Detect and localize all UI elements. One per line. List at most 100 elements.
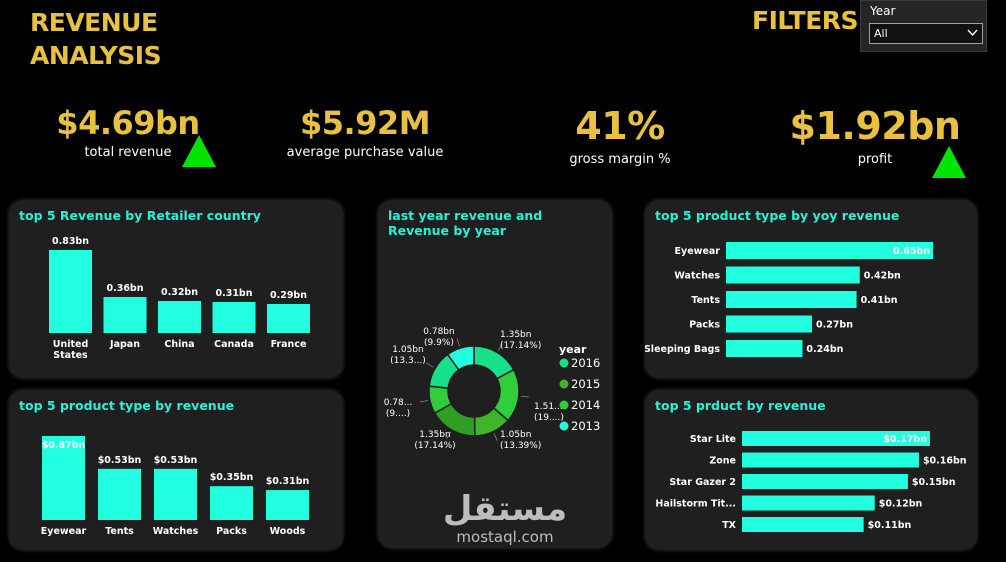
category-label: France — [271, 339, 307, 350]
leader-line — [446, 431, 452, 439]
chart-title: top 5 product type by yoy revenue — [655, 208, 900, 223]
kpi-avg-purchase-label: average purchase value — [286, 145, 444, 160]
category-label: Packs — [689, 320, 720, 331]
category-label: Japan — [109, 339, 140, 350]
card-revenue-by-year: last year revenue and Revenue by year 1.… — [378, 200, 612, 548]
bar — [726, 266, 860, 284]
watermark-arabic: مستقل — [442, 489, 568, 529]
leader-line — [456, 338, 460, 347]
year-select[interactable]: All — [869, 23, 983, 44]
slice-percent: (13.3...) — [390, 356, 426, 366]
slice-label: 1.05bn — [392, 345, 423, 355]
category-label: Watches — [153, 526, 199, 537]
category-label: Hailstorm Tit... — [655, 499, 736, 510]
bar — [212, 302, 256, 333]
legend-swatch — [559, 400, 569, 410]
bar — [210, 486, 253, 520]
slice-percent: (17.14%) — [500, 341, 541, 351]
legend-label: 2015 — [571, 377, 600, 391]
product-type-revenue-chart: $0.87bn Eyewear $0.53bn Tents $0.53bn Watches… — [41, 436, 310, 537]
bar — [158, 301, 201, 333]
slice-percent: (9.9%) — [424, 338, 454, 348]
data-label: 0.83bn — [52, 236, 89, 247]
bar — [103, 297, 147, 333]
page-title: REVENUE ANALYSIS — [30, 6, 162, 72]
category-label: Woods — [270, 526, 306, 537]
bar — [42, 436, 85, 520]
kpi-total-revenue-value: $4.69bn — [56, 104, 200, 142]
slice-label: 0.78bn — [423, 327, 454, 337]
data-label: $0.31bn — [266, 476, 310, 487]
data-label: $0.53bn — [98, 455, 142, 466]
product-revenue-chart: Star Lite $0.17bn Zone $0.16bn Star Gazer 2 $… — [655, 431, 967, 532]
page-title-line1: REVENUE — [30, 8, 158, 37]
category-label: Packs — [216, 526, 247, 537]
leader-line — [497, 343, 503, 351]
category-label: States — [53, 350, 88, 361]
legend-swatch — [559, 358, 569, 368]
chart-title: top 5 Revenue by Retailer country — [19, 208, 261, 223]
data-label: 0.36bn — [106, 283, 143, 294]
slice-label: 0.78... — [384, 398, 413, 408]
category-label: Star Lite — [690, 434, 736, 445]
kpi-total-revenue-label: total revenue — [84, 145, 172, 160]
legend-label: 2016 — [571, 356, 600, 370]
page-title-line2: ANALYSIS — [30, 41, 162, 70]
kpi-avg-purchase-value: $5.92M — [299, 104, 431, 142]
year-filter-label: Year — [870, 4, 896, 18]
bar — [742, 452, 919, 468]
category-label: Zone — [709, 456, 736, 467]
legend-label: 2014 — [571, 398, 600, 412]
kpi-gross-margin-label: gross margin % — [569, 152, 671, 167]
filters-title: FILTERS — [752, 6, 859, 35]
chevron-down-icon — [967, 29, 978, 37]
donut-slice — [446, 345, 475, 371]
category-label: Sleeping Bags — [645, 344, 720, 355]
revenue-by-year-donut: 1.35bn(17.14%)1.51...(19....)1.05bn(13.3… — [384, 327, 601, 451]
slice-percent: (9....) — [386, 409, 410, 419]
bar — [742, 495, 875, 511]
data-label: $0.17bn — [883, 434, 927, 445]
watermark-logo: مستقل mostaql.com — [440, 490, 570, 546]
leader-line — [420, 400, 429, 403]
trend-up-icon — [182, 135, 216, 167]
legend-title: year — [559, 343, 587, 356]
card-product-revenue: top 5 prduct by revenue Star Lite $0.17bn… — [645, 390, 977, 550]
kpi-profit-value: $1.92bn — [789, 104, 961, 148]
bar — [98, 468, 141, 520]
slice-percent: (13.39%) — [500, 441, 541, 451]
slice-percent: (19....) — [534, 413, 564, 423]
leader-line — [426, 362, 434, 368]
data-label: $0.53bn — [154, 455, 198, 466]
chart-title: top 5 prduct by revenue — [655, 398, 826, 413]
card-revenue-by-country: top 5 Revenue by Retailer country 0.83bn… — [9, 200, 343, 378]
bar — [726, 315, 812, 333]
data-label: $0.87bn — [42, 440, 86, 451]
data-label: $0.16bn — [923, 456, 967, 467]
bar — [266, 490, 309, 520]
data-label: 0.24bn — [806, 344, 843, 355]
legend-swatch — [559, 379, 569, 389]
data-label: 0.42bn — [864, 271, 901, 282]
bar — [726, 242, 933, 259]
category-label: Star Gazer 2 — [669, 477, 736, 488]
product-type-yoy-chart: Eyewear 0.65bn Watches 0.42bn Tents 0.41bn Pac… — [645, 242, 933, 357]
legend-label: 2013 — [571, 419, 600, 433]
data-label: $0.35bn — [210, 472, 254, 483]
category-label: Tents — [691, 295, 720, 306]
year-filter: Year All — [860, 0, 987, 52]
data-label: 0.31bn — [215, 288, 252, 299]
legend-swatch — [559, 421, 569, 431]
category-label: United — [53, 339, 89, 350]
bar — [49, 250, 92, 333]
bar — [742, 474, 908, 489]
year-select-value: All — [874, 27, 888, 40]
category-label: China — [164, 339, 194, 350]
slice-label: 1.51... — [534, 402, 563, 412]
data-label: 0.65bn — [893, 246, 930, 257]
kpi-gross-margin-value: 41% — [575, 104, 665, 148]
bar — [154, 468, 197, 520]
category-label: Tents — [105, 526, 134, 537]
data-label: 0.32bn — [161, 287, 198, 298]
